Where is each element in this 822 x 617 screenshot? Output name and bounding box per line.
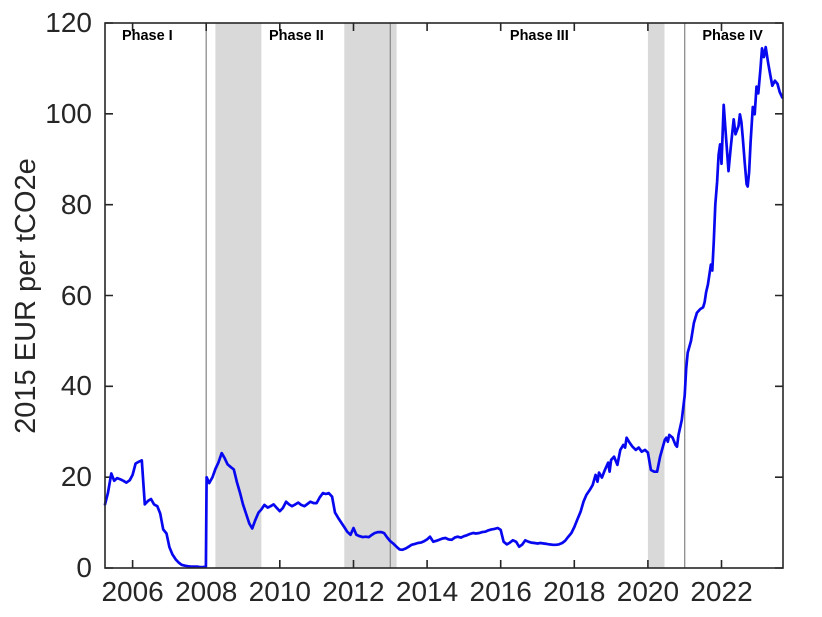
- x-tick-label: 2018: [543, 576, 606, 607]
- x-tick-label: 2012: [322, 576, 385, 607]
- x-tick-label: 2016: [469, 576, 532, 607]
- y-tick-label: 100: [45, 97, 92, 129]
- x-tick-label: 2020: [616, 576, 680, 607]
- x-tick-label: 2008: [175, 576, 238, 607]
- x-tick-label: 2010: [248, 576, 311, 607]
- plot-border: [104, 22, 784, 569]
- x-tick-label: 2022: [690, 576, 753, 607]
- y-tick-label: 0: [76, 552, 92, 583]
- y-tick-label: 60: [60, 279, 92, 311]
- recession-band: [647, 23, 665, 568]
- phase-label: Phase I: [121, 28, 173, 44]
- phase-label: Phase II: [268, 28, 324, 44]
- recession-band: [215, 23, 262, 568]
- price-line: [103, 45, 784, 569]
- y-tick-label: 80: [60, 188, 92, 220]
- x-tick-label: 2006: [101, 576, 164, 607]
- phase-label: Phase III: [509, 28, 569, 44]
- y-tick-label: 20: [60, 461, 92, 493]
- y-tick-label: 40: [60, 370, 92, 402]
- axis-ticks: [105, 22, 783, 569]
- x-tick-label: 2014: [395, 576, 459, 607]
- y-tick-label: 120: [45, 7, 92, 38]
- phase-label: Phase IV: [702, 28, 763, 44]
- recession-band: [344, 23, 397, 568]
